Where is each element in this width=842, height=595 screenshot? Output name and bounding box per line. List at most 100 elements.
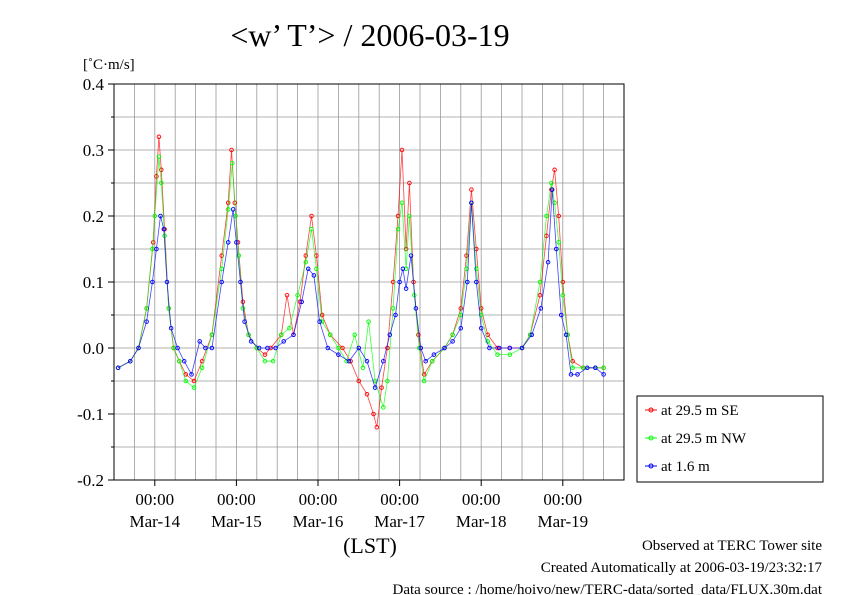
data-point bbox=[570, 358, 575, 364]
data-point bbox=[150, 279, 155, 285]
data-point bbox=[558, 312, 564, 318]
data-point bbox=[152, 213, 158, 219]
data-point bbox=[311, 273, 317, 278]
data-point bbox=[303, 259, 309, 265]
data-point bbox=[379, 385, 384, 390]
data-point bbox=[183, 378, 189, 384]
data-point bbox=[197, 339, 202, 344]
data-point bbox=[538, 306, 544, 311]
legend: at 29.5 m SE at 29.5 m NW at 1.6 m bbox=[636, 395, 824, 483]
data-point bbox=[575, 372, 580, 377]
data-point bbox=[284, 292, 290, 298]
x-tick-time: 00:00 bbox=[135, 490, 174, 509]
data-point bbox=[549, 187, 555, 192]
data-point bbox=[273, 345, 278, 351]
legend-label: at 1.6 m bbox=[661, 459, 710, 475]
data-point bbox=[487, 345, 492, 351]
data-point bbox=[387, 332, 393, 338]
data-point bbox=[262, 352, 268, 357]
data-point bbox=[450, 332, 455, 338]
data-point bbox=[158, 213, 163, 219]
data-point bbox=[265, 345, 270, 351]
data-point bbox=[469, 187, 474, 192]
data-point bbox=[325, 345, 331, 351]
data-point bbox=[248, 339, 254, 344]
data-point bbox=[431, 352, 437, 357]
data-point bbox=[593, 365, 598, 371]
data-point bbox=[580, 365, 586, 371]
data-point bbox=[256, 345, 262, 351]
data-point bbox=[519, 345, 525, 351]
data-point bbox=[156, 134, 162, 140]
data-point bbox=[305, 266, 311, 272]
data-point bbox=[175, 345, 180, 351]
data-point bbox=[399, 200, 405, 206]
data-point bbox=[144, 319, 149, 324]
data-point bbox=[403, 286, 409, 291]
created-note: Created Automatically at 2006-03-19/23:3… bbox=[541, 560, 823, 576]
data-point bbox=[601, 365, 606, 371]
data-point bbox=[279, 332, 284, 338]
data-point bbox=[556, 213, 561, 219]
site-note: Observed at TERC Tower site bbox=[642, 538, 822, 554]
data-point bbox=[209, 345, 215, 351]
data-point bbox=[385, 378, 390, 384]
data-point bbox=[393, 312, 398, 318]
legend-label: at 29.5 m SE bbox=[661, 403, 739, 419]
data-point bbox=[229, 147, 234, 153]
data-point bbox=[554, 246, 559, 252]
data-point bbox=[429, 358, 435, 364]
data-point bbox=[496, 345, 502, 351]
data-point bbox=[191, 385, 197, 390]
data-point bbox=[287, 325, 292, 331]
data-point bbox=[423, 358, 428, 364]
x-tick-date: Mar-19 bbox=[537, 512, 588, 531]
data-point bbox=[371, 411, 376, 417]
data-point bbox=[407, 180, 412, 186]
data-point bbox=[408, 253, 414, 258]
chart-title: <w’ T’> / 2006-03-19 bbox=[230, 17, 509, 53]
data-point bbox=[203, 345, 208, 351]
series-layer bbox=[115, 134, 606, 430]
data-point bbox=[469, 200, 474, 206]
data-point bbox=[356, 345, 362, 351]
data-point bbox=[164, 279, 170, 285]
data-point bbox=[225, 207, 231, 212]
x-tick-date: Mar-18 bbox=[456, 512, 507, 531]
data-point bbox=[356, 378, 362, 384]
data-point bbox=[421, 372, 427, 377]
data-point bbox=[270, 358, 276, 364]
data-source-note: Data source : /home/hoivo/new/TERC-data/… bbox=[393, 582, 823, 595]
x-tick-date: Mar-15 bbox=[211, 512, 262, 531]
data-point bbox=[507, 345, 513, 351]
x-tick-time: 00:00 bbox=[380, 490, 419, 509]
series-line bbox=[117, 189, 604, 389]
x-tick-date: Mar-14 bbox=[129, 512, 180, 531]
y-tick-label: -0.1 bbox=[77, 405, 104, 424]
data-point bbox=[458, 306, 464, 311]
y-tick-label: 0.3 bbox=[83, 141, 104, 160]
data-point bbox=[465, 279, 470, 285]
data-point bbox=[191, 378, 197, 384]
data-point bbox=[159, 167, 164, 173]
x-axis-label: (LST) bbox=[343, 533, 397, 558]
data-point bbox=[281, 339, 286, 344]
data-point bbox=[537, 292, 543, 298]
data-point bbox=[395, 226, 401, 232]
data-point bbox=[327, 332, 333, 338]
data-point bbox=[474, 266, 479, 272]
series-3 bbox=[115, 187, 606, 390]
data-point bbox=[560, 279, 566, 285]
data-point bbox=[413, 306, 419, 311]
data-point bbox=[529, 332, 535, 338]
data-point bbox=[560, 292, 566, 298]
data-point bbox=[381, 358, 386, 364]
y-axis: -0.2 -0.1 0.0 0.1 0.2 0.3 0.4 bbox=[77, 75, 114, 490]
data-point bbox=[442, 345, 447, 351]
data-point bbox=[154, 246, 159, 252]
data-point bbox=[552, 167, 557, 173]
data-point bbox=[549, 180, 554, 186]
data-point bbox=[450, 339, 455, 344]
data-point bbox=[601, 372, 606, 377]
